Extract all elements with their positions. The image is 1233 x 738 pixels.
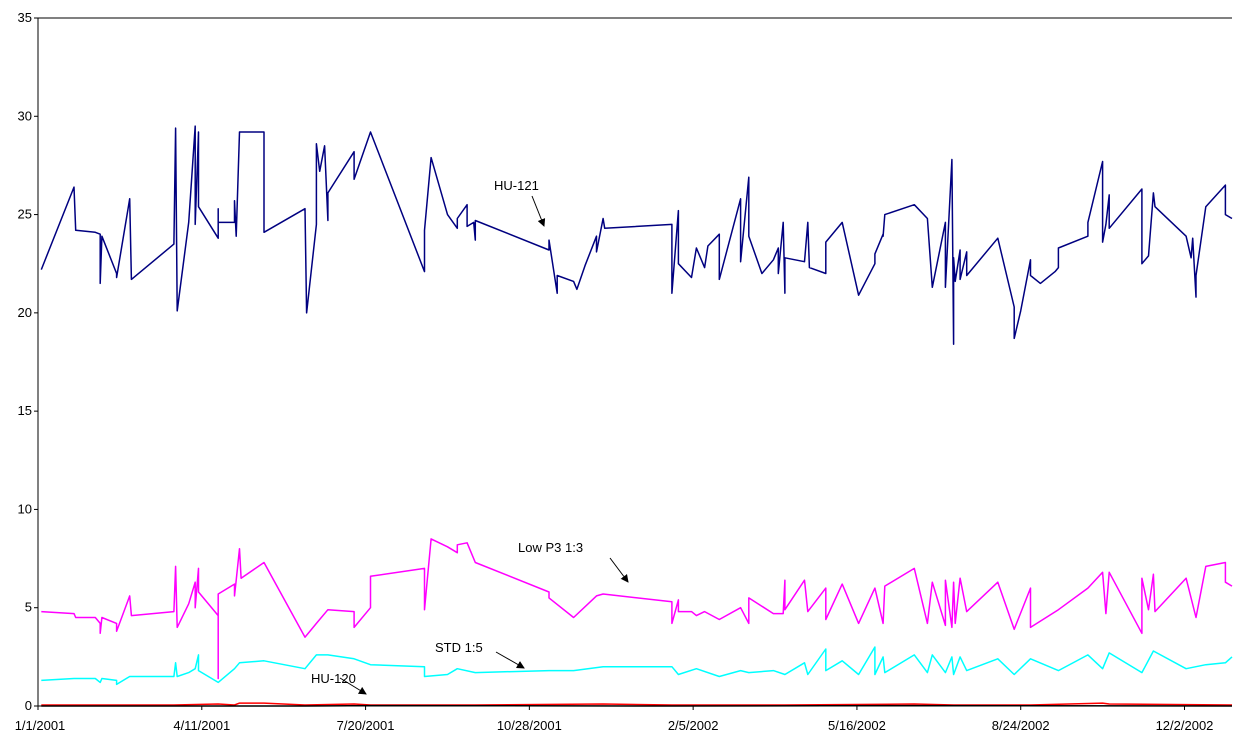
x-tick-label: 12/2/2002 <box>1156 718 1214 733</box>
x-tick-label: 7/20/2001 <box>337 718 395 733</box>
series-line-std-1-5 <box>41 646 1233 686</box>
annotation-arrow-hu-121 <box>531 195 546 227</box>
y-axis-ticks: 0 5 10 15 20 25 30 35 <box>18 10 38 713</box>
y-tick-label: 20 <box>18 305 32 320</box>
series-lines <box>40 125 1233 707</box>
x-tick-label: 8/24/2002 <box>992 718 1050 733</box>
x-tick-label: 4/11/2001 <box>173 718 230 733</box>
y-tick-label: 10 <box>18 501 32 516</box>
annotation-hu-121: HU-121 <box>494 178 539 193</box>
annotation-low-p3: Low P3 1:3 <box>518 540 583 555</box>
y-tick-label: 30 <box>18 108 32 123</box>
x-tick-label: 2/5/2002 <box>668 718 719 733</box>
annotation-arrow-std <box>495 651 525 669</box>
series-annotations: HU-121 Low P3 1:3 STD 1:5 HU-120 <box>311 178 629 695</box>
x-tick-label: 10/28/2001 <box>497 718 562 733</box>
x-tick-label: 5/16/2002 <box>828 718 886 733</box>
x-tick-label: 1/1/2001 <box>15 718 66 733</box>
x-axis-ticks: 1/1/2001 4/11/2001 7/20/2001 10/28/2001 2/5/… <box>15 706 1214 733</box>
y-tick-label: 35 <box>18 10 32 25</box>
y-tick-label: 15 <box>18 403 32 418</box>
y-tick-label: 0 <box>25 698 32 713</box>
series-line-hu-120 <box>41 702 1233 706</box>
annotation-arrow-hu-120 <box>339 677 367 695</box>
axes <box>37 17 1232 707</box>
series-line-low-p3-1-3 <box>41 538 1233 680</box>
annotation-arrow-low-p3 <box>609 557 629 583</box>
y-tick-label: 5 <box>25 600 32 615</box>
y-tick-label: 25 <box>18 207 32 222</box>
annotation-hu-120: HU-120 <box>311 671 356 686</box>
series-line-hu-121 <box>40 125 1233 346</box>
annotation-std: STD 1:5 <box>435 640 483 655</box>
